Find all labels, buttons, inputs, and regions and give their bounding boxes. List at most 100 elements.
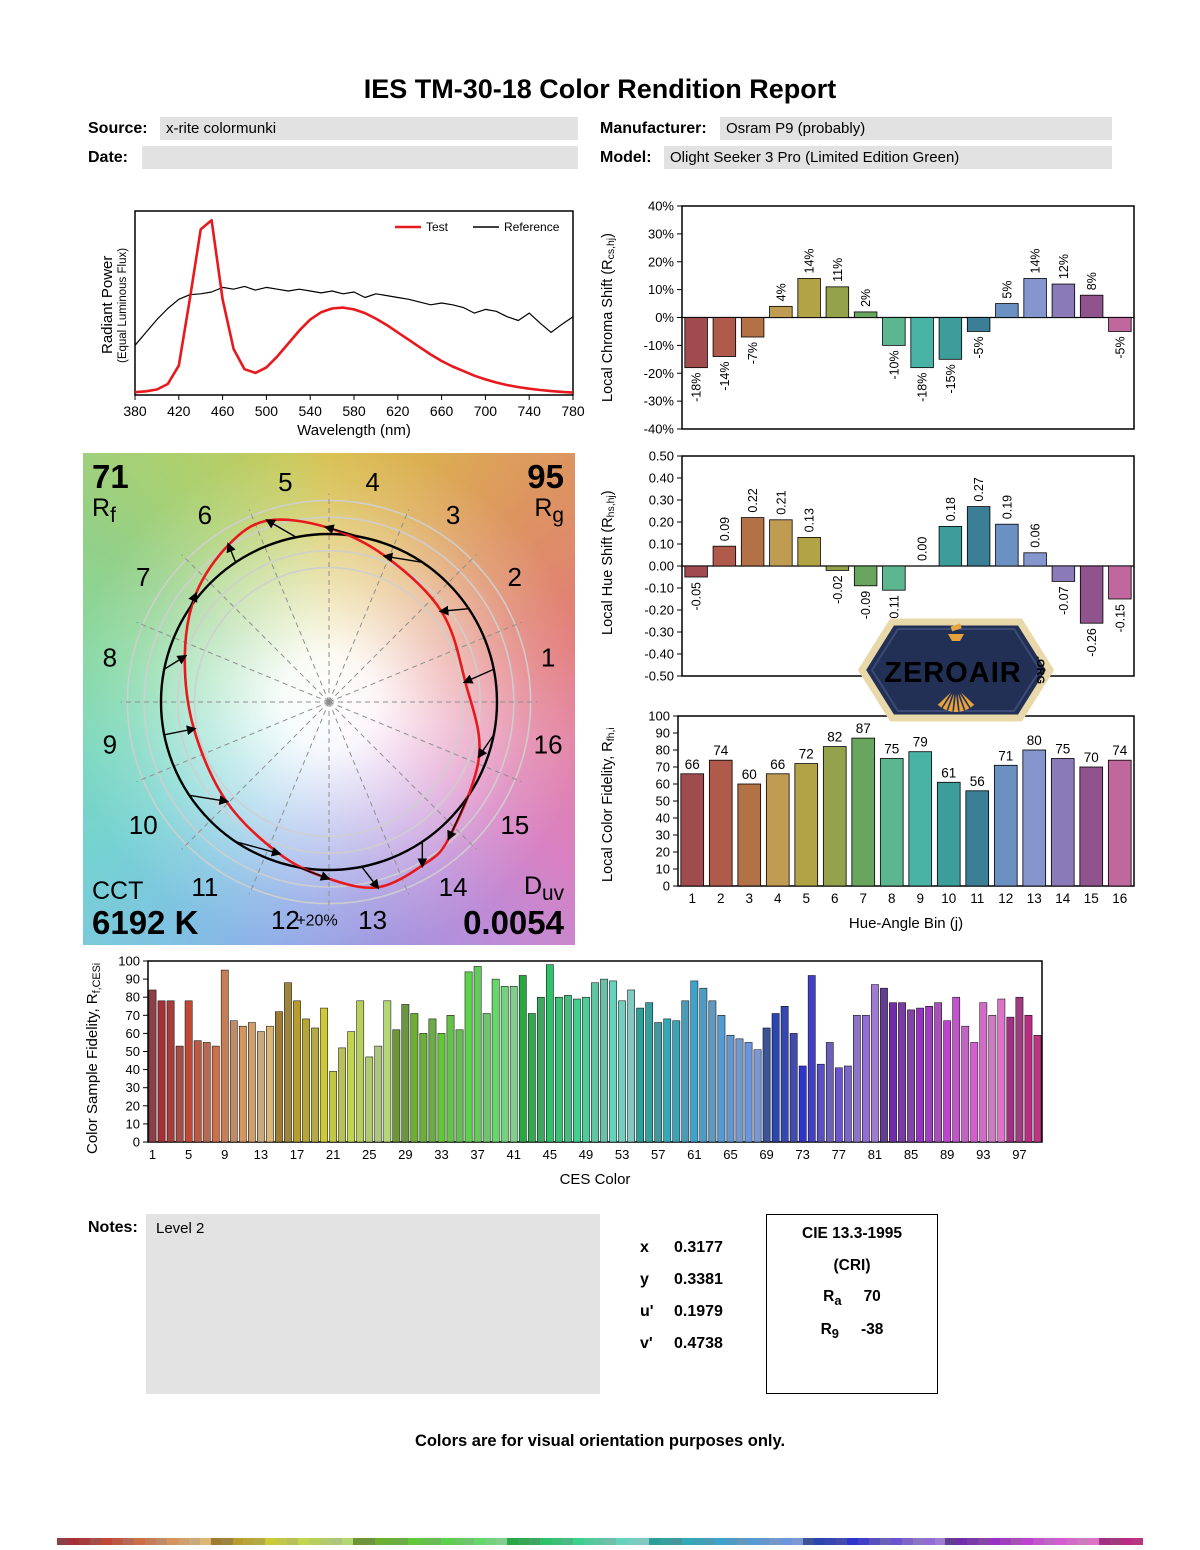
svg-text:2: 2 <box>717 891 725 906</box>
svg-text:7: 7 <box>859 891 867 906</box>
svg-text:-0.10: -0.10 <box>644 581 674 596</box>
svg-text:12: 12 <box>998 891 1013 906</box>
svg-text:700: 700 <box>474 403 498 419</box>
svg-text:Wavelength (nm): Wavelength (nm) <box>297 422 411 439</box>
duv-readout: Duv 0.0054 <box>463 871 564 942</box>
svg-text:60: 60 <box>742 767 757 782</box>
svg-text:+20%: +20% <box>296 912 337 929</box>
svg-text:69: 69 <box>759 1147 773 1162</box>
svg-text:30: 30 <box>656 828 670 843</box>
svg-text:13: 13 <box>358 905 387 935</box>
svg-text:4: 4 <box>365 467 379 497</box>
svg-text:17: 17 <box>290 1147 304 1162</box>
svg-text:0.10: 0.10 <box>649 537 674 552</box>
svg-text:70: 70 <box>656 760 670 775</box>
svg-text:-0.02: -0.02 <box>831 575 845 604</box>
svg-text:420: 420 <box>167 403 191 419</box>
duv-label: Duv <box>523 871 564 905</box>
svg-text:0.09: 0.09 <box>718 517 732 541</box>
svg-text:81: 81 <box>868 1147 882 1162</box>
svg-text:57: 57 <box>651 1147 665 1162</box>
svg-text:45: 45 <box>543 1147 557 1162</box>
svg-text:20: 20 <box>126 1098 140 1113</box>
svg-text:580: 580 <box>342 403 366 419</box>
svg-text:9: 9 <box>916 891 924 906</box>
svg-text:-0.30: -0.30 <box>644 625 674 640</box>
svg-text:1: 1 <box>541 642 555 672</box>
svg-text:Hue-Angle Bin (j): Hue-Angle Bin (j) <box>849 915 963 932</box>
svg-text:97: 97 <box>1012 1147 1026 1162</box>
cct-readout: CCT 6192 K <box>92 878 198 941</box>
zeroair-watermark: ZEROAIR .ORG <box>856 610 1056 730</box>
svg-text:0.27: 0.27 <box>972 477 986 501</box>
notes-box: Level 2 <box>146 1214 600 1394</box>
svg-text:3: 3 <box>446 500 460 530</box>
svg-text:16: 16 <box>1112 891 1127 906</box>
svg-text:2: 2 <box>508 562 522 592</box>
svg-text:50: 50 <box>126 1044 140 1059</box>
duv-value: 0.0054 <box>463 904 564 942</box>
rf-label: Rf <box>92 493 116 527</box>
svg-text:80: 80 <box>126 990 140 1005</box>
model-value: Olight Seeker 3 Pro (Limited Edition Gre… <box>664 146 1112 169</box>
svg-text:-0.20: -0.20 <box>644 603 674 618</box>
svg-text:0.50: 0.50 <box>649 449 674 464</box>
local-color-fidelity-chart: 1009080706050403020100661742603664725826… <box>648 709 1135 932</box>
svg-text:82: 82 <box>827 730 842 745</box>
svg-text:0: 0 <box>133 1135 140 1150</box>
svg-text:66: 66 <box>770 757 785 772</box>
svg-text:65: 65 <box>723 1147 737 1162</box>
svg-text:61: 61 <box>687 1147 701 1162</box>
lamp-icon <box>948 623 964 641</box>
hue-shift-y-axis-label: Local Hue Shift (Rhs,hj) <box>600 490 617 635</box>
svg-text:89: 89 <box>940 1147 954 1162</box>
svg-text:100: 100 <box>118 954 140 969</box>
svg-text:-40%: -40% <box>644 422 675 437</box>
svg-text:-18%: -18% <box>916 373 930 402</box>
svg-text:20%: 20% <box>648 254 674 269</box>
svg-text:-0.40: -0.40 <box>644 647 674 662</box>
color-strip <box>57 1538 1143 1545</box>
svg-text:85: 85 <box>904 1147 918 1162</box>
svg-text:0: 0 <box>663 879 670 894</box>
svg-text:0.13: 0.13 <box>803 508 817 532</box>
svg-text:53: 53 <box>615 1147 629 1162</box>
svg-text:71: 71 <box>998 748 1013 763</box>
svg-text:100: 100 <box>648 709 670 724</box>
svg-text:780: 780 <box>561 403 585 419</box>
svg-text:37: 37 <box>470 1147 484 1162</box>
chroma-shift-y-axis-label: Local Chroma Shift (Rcs,hj) <box>600 233 617 402</box>
chromaticity-row-u: u' 0.1979 <box>640 1303 723 1320</box>
svg-text:56: 56 <box>970 774 985 789</box>
svg-text:60: 60 <box>126 1026 140 1041</box>
svg-text:-0.05: -0.05 <box>690 582 704 611</box>
chromaticity-row-v: v' 0.4738 <box>640 1335 723 1352</box>
svg-text:Reference: Reference <box>504 220 560 234</box>
cct-value: 6192 K <box>92 904 199 942</box>
svg-text:4%: 4% <box>774 283 788 301</box>
svg-text:10%: 10% <box>648 282 674 297</box>
svg-text:460: 460 <box>211 403 235 419</box>
cri-subtitle: (CRI) <box>833 1257 871 1274</box>
svg-text:14: 14 <box>1055 891 1071 906</box>
svg-text:8: 8 <box>103 642 117 672</box>
svg-text:72: 72 <box>799 747 814 762</box>
svg-text:5: 5 <box>278 467 292 497</box>
svg-text:-0.09: -0.09 <box>859 591 873 620</box>
manufacturer-label: Manufacturer: <box>600 120 707 137</box>
svg-text:620: 620 <box>386 403 410 419</box>
svg-text:77: 77 <box>832 1147 846 1162</box>
svg-text:660: 660 <box>430 403 454 419</box>
notes-label: Notes: <box>88 1219 138 1236</box>
svg-text:33: 33 <box>434 1147 448 1162</box>
rf-score: 71 Rf <box>92 459 129 527</box>
svg-text:74: 74 <box>713 743 729 758</box>
chromaticity-values: x 0.3177 y 0.3381 u' 0.1979 v' 0.4738 <box>640 1232 723 1360</box>
svg-text:90: 90 <box>656 726 670 741</box>
svg-text:66: 66 <box>685 757 700 772</box>
svg-text:11%: 11% <box>831 258 845 282</box>
chromaticity-row-x: x 0.3177 <box>640 1239 723 1256</box>
svg-text:8%: 8% <box>1085 272 1099 290</box>
